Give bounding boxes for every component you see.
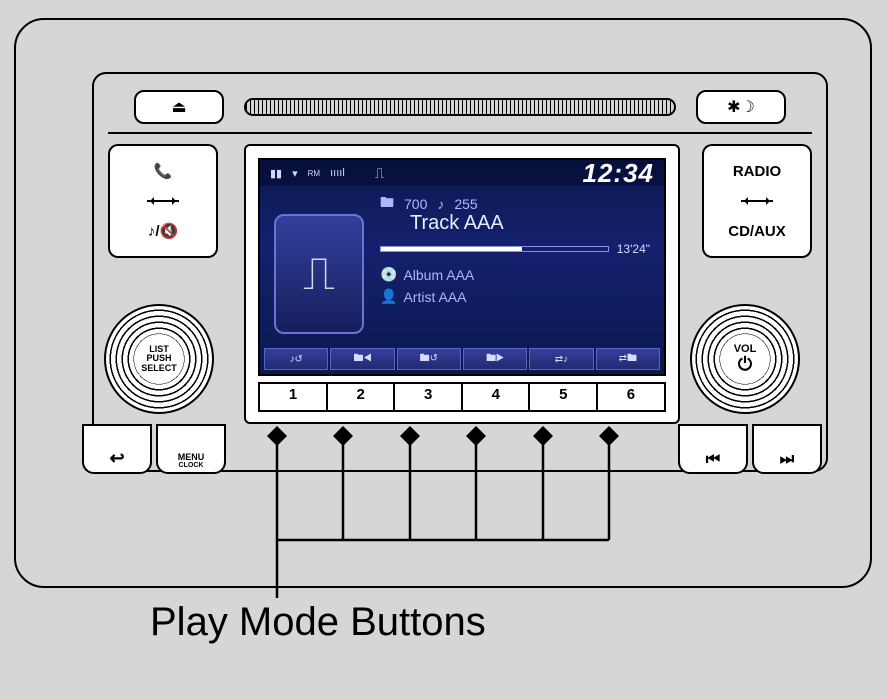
back-button[interactable]: ↩ [82, 424, 152, 474]
phone-icon: 📞 [154, 162, 173, 180]
power-icon: ⏻ [738, 355, 752, 374]
folder-icon: 🖿 [380, 192, 394, 216]
preset-row: 1 2 3 4 5 6 [258, 382, 666, 412]
album-icon: 💿 [380, 266, 397, 283]
softkey-5[interactable]: ⇄♪ [529, 348, 593, 370]
album-row: 💿 Album AAA [380, 266, 474, 283]
left-knob-group: LIST PUSH SELECT ↩ MENU CLOCK [82, 304, 252, 474]
preset-button-5[interactable]: 5 [528, 382, 598, 412]
radio-label: RADIO [733, 163, 781, 180]
lcd-screen: ▮▮ ▾ RM ııııl ⎍ 12:34 ⎍ 🖿 700 ♪ 255 Track … [258, 158, 666, 376]
right-button-stack: RADIO CD/AUX [702, 144, 812, 258]
volume-knob-center[interactable]: VOL ⏻ [720, 334, 770, 384]
track-count: 255 [454, 196, 477, 212]
artist-row: 👤 Artist AAA [380, 288, 466, 305]
progress-row: 13'24" [380, 242, 650, 256]
menu-label: MENU [178, 452, 205, 462]
select-knob-line3: SELECT [141, 364, 177, 373]
cd-aux-button[interactable]: CD/AUX [702, 206, 812, 258]
audio-mute-button[interactable]: ♪/🔇 [108, 206, 218, 258]
preset-button-2[interactable]: 2 [326, 382, 396, 412]
left-stack-rocker[interactable] [108, 196, 218, 206]
top-divider [108, 132, 812, 134]
device-outer-frame: ⏏ ✱☽ 📞 ♪/🔇 RADIO CD/AUX [14, 18, 872, 588]
rm-label: RM [308, 169, 320, 178]
signal-bars-icon: ııııl [330, 167, 345, 179]
softkey-4[interactable]: 🖿▶ [463, 348, 527, 370]
preset-button-6[interactable]: 6 [596, 382, 666, 412]
menu-clock-button[interactable]: MENU CLOCK [156, 424, 226, 474]
radio-button[interactable]: RADIO [702, 144, 812, 196]
device-inner-frame: ⏏ ✱☽ 📞 ♪/🔇 RADIO CD/AUX [92, 72, 828, 472]
track-count-icon: ♪ [437, 196, 444, 212]
next-icon: ⏭ [780, 451, 794, 469]
softkey-3[interactable]: 🖿↺ [397, 348, 461, 370]
softkey-1[interactable]: ♪↺ [264, 348, 328, 370]
back-icon: ↩ [109, 448, 124, 469]
folder-count: 700 [404, 196, 427, 212]
eject-icon: ⏏ [171, 97, 186, 117]
eject-button[interactable]: ⏏ [134, 90, 224, 124]
preset-button-4[interactable]: 4 [461, 382, 531, 412]
right-stack-rocker[interactable] [702, 196, 812, 206]
status-bar: ▮▮ ▾ RM ııııl ⎍ 12:34 [260, 160, 664, 186]
artist-name: Artist AAA [403, 289, 466, 305]
antenna-icon: ▾ [292, 167, 298, 180]
right-knob-group: VOL ⏻ ⏮ ⏭ [668, 304, 838, 474]
select-knob-center[interactable]: LIST PUSH SELECT [134, 334, 184, 384]
album-name: Album AAA [403, 267, 474, 283]
brightness-button[interactable]: ✱☽ [696, 90, 786, 124]
artist-icon: 👤 [380, 288, 397, 305]
progress-fill [381, 247, 522, 251]
preset-button-1[interactable]: 1 [258, 382, 328, 412]
left-button-stack: 📞 ♪/🔇 [108, 144, 218, 258]
annotation-label: Play Mode Buttons [150, 600, 486, 645]
softkey-2[interactable]: 🖿◀ [330, 348, 394, 370]
usb-small-icon: ⎍ [375, 165, 385, 182]
elapsed-time: 13'24" [617, 242, 650, 256]
cd-aux-label: CD/AUX [728, 223, 786, 240]
track-title: Track AAA [410, 212, 504, 235]
softkey-row: ♪↺ 🖿◀ 🖿↺ 🖿▶ ⇄♪ ⇄🖿 [264, 348, 660, 370]
clock-label: CLOCK [179, 462, 204, 469]
progress-bar[interactable] [380, 246, 609, 252]
audio-mute-icon: ♪/🔇 [148, 222, 178, 240]
next-track-button[interactable]: ⏭ [752, 424, 822, 474]
usb-big-icon: ⎍ [274, 214, 364, 334]
clock-display: 12:34 [583, 158, 655, 189]
brightness-icon: ✱☽ [727, 97, 755, 117]
prev-track-button[interactable]: ⏮ [678, 424, 748, 474]
phone-button[interactable]: 📞 [108, 144, 218, 196]
screen-bezel: ▮▮ ▾ RM ııııl ⎍ 12:34 ⎍ 🖿 700 ♪ 255 Track … [244, 144, 680, 424]
prev-icon: ⏮ [706, 451, 720, 469]
cd-slot[interactable] [244, 98, 676, 116]
softkey-6[interactable]: ⇄🖿 [596, 348, 660, 370]
volume-knob[interactable]: VOL ⏻ [690, 304, 800, 414]
usb-glyph: ⎍ [303, 246, 335, 302]
preset-button-3[interactable]: 3 [393, 382, 463, 412]
select-knob[interactable]: LIST PUSH SELECT [104, 304, 214, 414]
battery-icon: ▮▮ [270, 167, 282, 180]
